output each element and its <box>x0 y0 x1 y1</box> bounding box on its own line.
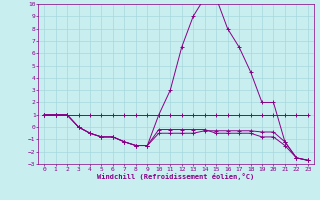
X-axis label: Windchill (Refroidissement éolien,°C): Windchill (Refroidissement éolien,°C) <box>97 173 255 180</box>
